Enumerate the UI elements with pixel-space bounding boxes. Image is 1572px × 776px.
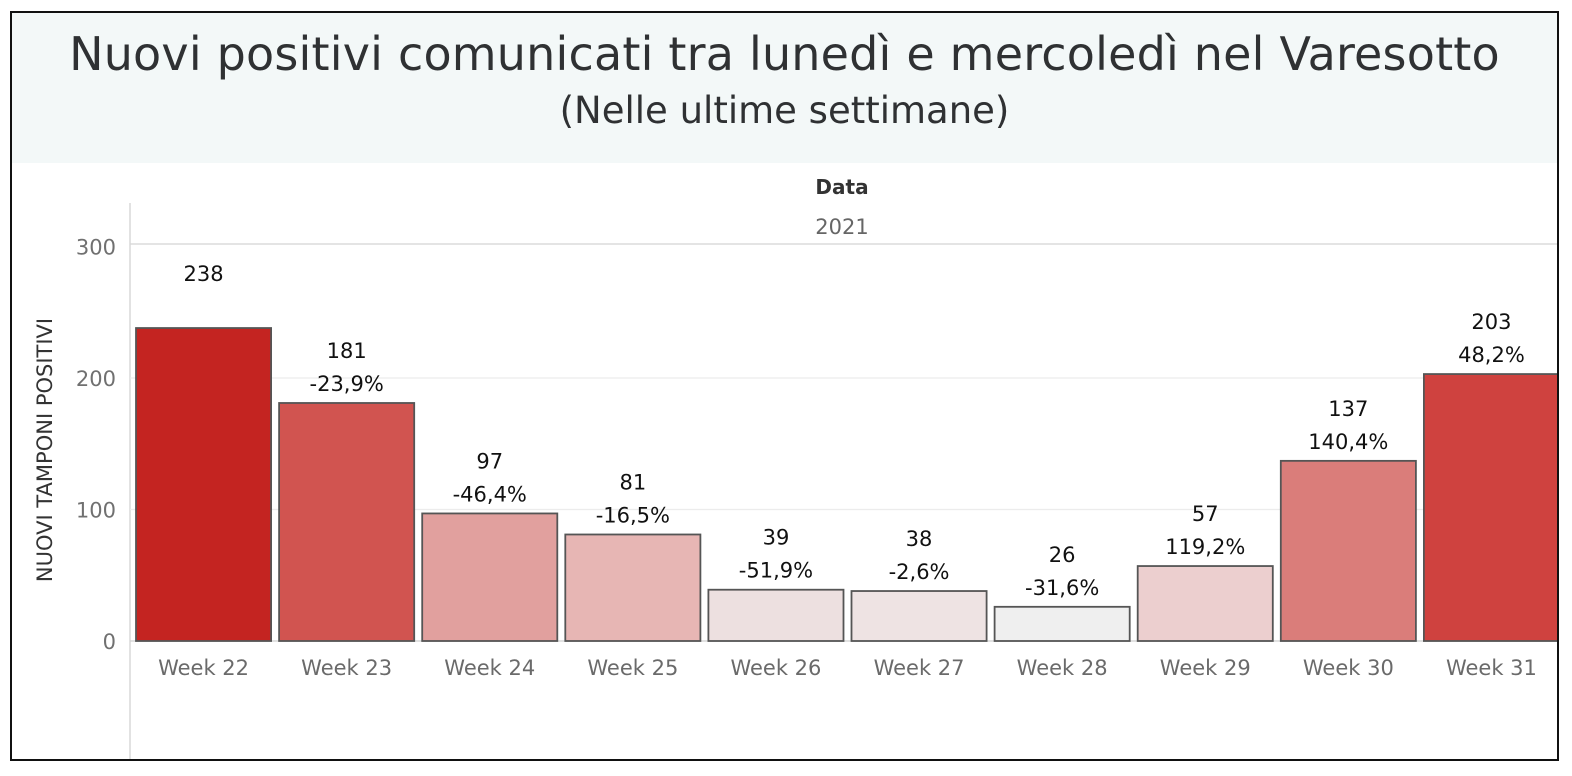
y-tick-label: 200 (76, 367, 116, 391)
x-tick-label: Week 27 (874, 656, 965, 680)
x-tick-label: Week 24 (444, 656, 535, 680)
bar (564, 533, 702, 642)
pct-change-label: -31,6% (1025, 576, 1099, 600)
pct-change-label: -46,4% (453, 482, 527, 506)
x-tick-label: Week 25 (587, 656, 678, 680)
pct-change-label: -51,9% (739, 559, 813, 583)
title-band: Nuovi positivi comunicati tra lunedì e m… (12, 13, 1557, 163)
value-label: 39 (763, 526, 790, 550)
bar (993, 605, 1131, 642)
pct-change-label: -23,9% (310, 372, 384, 396)
chart-subtitle: (Nelle ultime settimane) (559, 89, 1010, 132)
bar (707, 588, 845, 642)
bar (1136, 565, 1274, 642)
bar (850, 590, 988, 642)
chart-title: Nuovi positivi comunicati tra lunedì e m… (69, 27, 1500, 81)
x-tick-label: Week 22 (158, 656, 249, 680)
pct-change-label: 48,2% (1458, 343, 1525, 367)
value-label: 238 (184, 262, 224, 286)
pct-change-label: 140,4% (1308, 430, 1388, 454)
y-axis: 0 100 200 300 (76, 236, 116, 655)
value-label: 57 (1192, 502, 1219, 526)
chart-frame: Nuovi positivi comunicati tra lunedì e m… (10, 11, 1559, 761)
column-header: Data (815, 175, 868, 199)
x-tick-label: Week 26 (730, 656, 821, 680)
bar-chart: Data 2021 NUOVI TAMPONI POSITIVI 0 100 200… (33, 175, 1557, 759)
data-labels: 238 181 -23,9% 97 -46,4% 81 -16,5% 39 -51,9% 38 -2… (184, 262, 1525, 600)
year-header: 2021 (815, 215, 868, 239)
value-label: 203 (1471, 310, 1511, 334)
bar (135, 327, 273, 642)
bar (421, 512, 559, 642)
value-label: 97 (476, 449, 503, 473)
bar (1423, 373, 1557, 642)
pct-change-label: -2,6% (889, 560, 950, 584)
x-tick-label: Week 23 (301, 656, 392, 680)
value-label: 181 (327, 339, 367, 363)
x-axis: Week 22 Week 23 Week 24 Week 25 Week 26 Week … (158, 656, 1537, 680)
y-axis-title: NUOVI TAMPONI POSITIVI (33, 318, 57, 582)
value-label: 137 (1328, 397, 1368, 421)
bar (278, 402, 416, 642)
bar (1279, 459, 1417, 642)
y-tick-label: 300 (76, 236, 116, 260)
y-tick-label: 100 (76, 499, 116, 523)
x-tick-label: Week 29 (1160, 656, 1251, 680)
x-tick-label: Week 30 (1303, 656, 1394, 680)
value-label: 38 (906, 527, 933, 551)
value-label: 81 (619, 470, 646, 494)
y-tick-label: 0 (103, 630, 116, 654)
pct-change-label: -16,5% (596, 503, 670, 527)
value-label: 26 (1049, 543, 1076, 567)
pct-change-label: 119,2% (1165, 535, 1245, 559)
x-tick-label: Week 28 (1017, 656, 1108, 680)
x-tick-label: Week 31 (1446, 656, 1537, 680)
bars (135, 327, 1557, 642)
